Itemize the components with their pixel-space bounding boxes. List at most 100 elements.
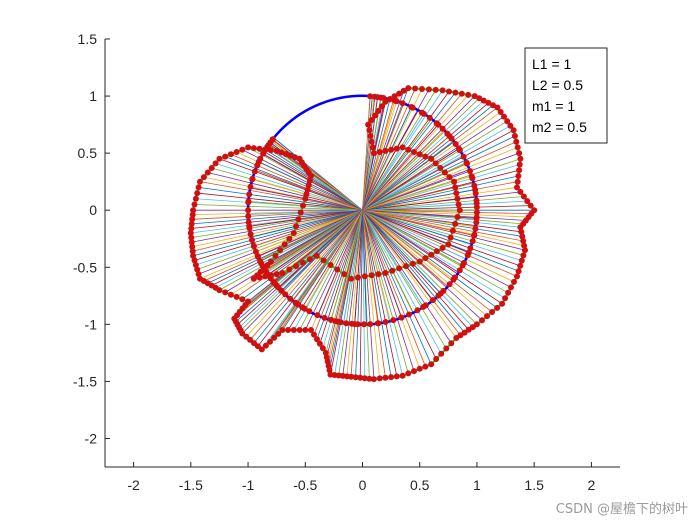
rod-outer: [429, 302, 457, 339]
mass-marker: [300, 259, 306, 266]
mass-marker-inner: [287, 295, 294, 302]
rod-outer: [429, 91, 450, 119]
mass-marker: [382, 270, 389, 276]
rod-outer: [240, 290, 282, 331]
rod-outer: [199, 181, 250, 191]
rod-inner: [362, 209, 437, 299]
mass-marker: [375, 107, 382, 114]
rod-outer: [327, 321, 338, 362]
rod-outer: [378, 274, 391, 322]
rod-inner: [362, 101, 398, 211]
rod-outer: [282, 304, 300, 331]
mass-marker-inner: [399, 100, 406, 107]
rod-outer: [473, 169, 520, 183]
rod-outer: [249, 218, 299, 227]
mass-marker-inner: [249, 237, 255, 243]
rod-outer: [432, 299, 461, 336]
mass-marker: [372, 112, 379, 119]
rod-outer: [396, 318, 415, 372]
mass-marker-inner: [463, 159, 470, 166]
rod-outer: [191, 218, 249, 225]
rod-outer: [453, 107, 498, 142]
rod-outer: [430, 141, 455, 160]
mass-marker: [456, 207, 463, 214]
y-tick-label: 1: [89, 88, 97, 104]
rod-inner: [357, 210, 363, 325]
mass-marker: [188, 239, 195, 246]
rod-inner: [360, 210, 363, 325]
rod-outer: [449, 169, 470, 178]
mass-marker: [446, 88, 452, 95]
rod-outer: [258, 161, 309, 186]
mass-marker: [286, 266, 293, 273]
mass-marker-inner: [361, 321, 368, 328]
rod-outer: [371, 275, 379, 324]
rod-outer: [455, 111, 501, 145]
mass-marker-inner: [251, 168, 258, 175]
rod-inner: [362, 209, 465, 264]
watermark: CSDN @屋檐下的树叶: [555, 502, 688, 517]
rod-inner: [284, 209, 363, 295]
mass-marker: [452, 184, 459, 191]
mass-marker-inner: [255, 158, 262, 165]
rod-outer: [199, 254, 258, 280]
mass-marker-inner: [351, 321, 358, 328]
mass-marker-inner: [435, 121, 442, 128]
rod-outer: [197, 248, 255, 270]
rod-outer: [373, 323, 381, 379]
rod-outer: [455, 223, 476, 228]
mass-marker-inner: [264, 143, 271, 150]
rod-inner: [362, 209, 427, 306]
rod-outer: [259, 249, 281, 261]
rod-outer: [381, 322, 392, 378]
mass-marker: [348, 275, 355, 282]
mass-marker: [308, 173, 314, 179]
rod-outer: [191, 221, 249, 229]
mass-marker: [313, 252, 320, 259]
mass-marker: [445, 241, 452, 248]
mass-marker-inner: [469, 238, 476, 245]
rod-outer: [334, 322, 344, 376]
rod-outer: [248, 201, 304, 207]
mass-marker: [195, 271, 202, 278]
mass-marker: [422, 153, 429, 160]
mass-marker-inner: [245, 207, 252, 214]
rod-outer: [417, 310, 442, 354]
mass-marker: [368, 117, 375, 123]
rod-outer: [467, 254, 518, 277]
mass-marker: [293, 223, 300, 230]
rod-outer: [476, 196, 524, 201]
rod-outer: [459, 269, 506, 299]
mass-marker: [419, 86, 425, 92]
mass-marker: [476, 95, 483, 102]
mass-marker-inner: [301, 305, 308, 312]
mass-marker-inner: [267, 139, 274, 146]
rod-outer: [436, 93, 463, 124]
mass-marker: [273, 271, 280, 278]
mass-marker-inner: [420, 303, 427, 310]
mass-marker: [189, 248, 196, 255]
mass-marker: [190, 207, 197, 214]
rod-outer: [328, 321, 339, 366]
mass-marker: [484, 313, 490, 320]
rod-outer: [342, 323, 350, 376]
mass-marker: [302, 327, 309, 333]
mass-marker: [438, 350, 445, 357]
mass-marker: [370, 150, 377, 157]
rod-outer: [421, 89, 437, 113]
rod-outer: [454, 277, 498, 309]
mass-marker-inner: [472, 225, 479, 232]
mass-marker: [513, 138, 520, 145]
rod-outer: [355, 324, 359, 378]
rod-outer: [197, 192, 249, 199]
rod-outer: [421, 307, 447, 349]
mass-marker-inner: [429, 297, 436, 304]
y-tick-label: -2: [85, 430, 98, 446]
mass-marker: [256, 274, 263, 281]
mass-marker: [293, 263, 300, 270]
rod-inner: [362, 210, 394, 321]
mass-marker: [520, 252, 527, 259]
mass-marker: [222, 153, 229, 160]
mass-marker: [279, 327, 286, 333]
mass-marker: [396, 265, 403, 272]
